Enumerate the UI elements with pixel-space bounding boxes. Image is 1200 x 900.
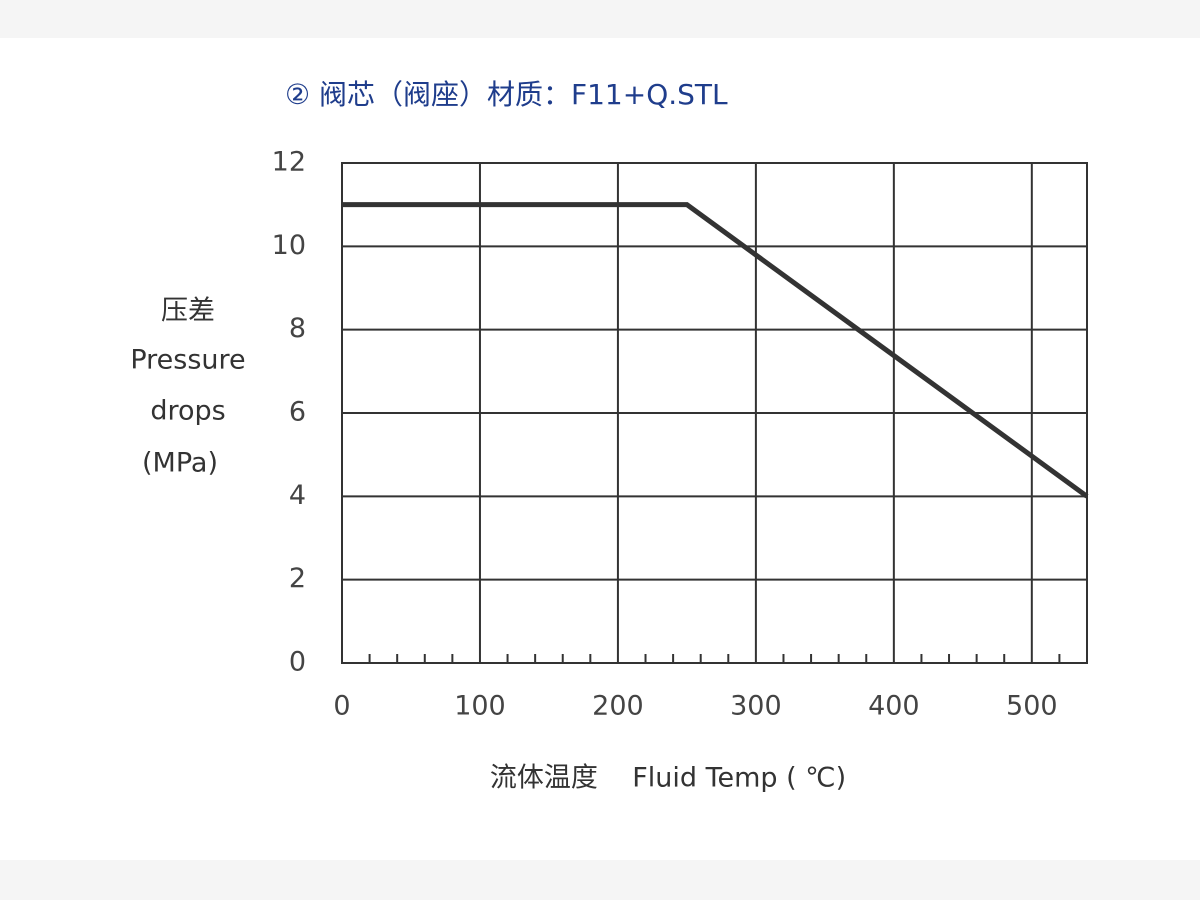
x-tick-label: 100: [454, 691, 506, 722]
x-tick-label: 0: [333, 691, 350, 722]
y-label: 压差: [161, 296, 215, 327]
y-label: Pressure: [130, 345, 245, 376]
x-tick-label: 500: [1006, 691, 1058, 722]
y-label: drops: [150, 396, 225, 427]
y-tick-label: 8: [289, 313, 306, 344]
plot-frame: [341, 162, 1088, 664]
x-label: 流体温度 Fluid Temp ( ℃): [490, 763, 846, 794]
bottom-band: [0, 860, 1200, 900]
x-tick-label: 200: [592, 691, 644, 722]
chart-title: ② 阀芯（阀座）材质：F11+Q.STL: [285, 78, 728, 111]
y-tick-label: 0: [289, 647, 306, 678]
y-tick-label: 6: [289, 397, 306, 428]
y-tick-label: 4: [289, 480, 306, 511]
line: [342, 202, 1089, 499]
y-label: (MPa): [142, 448, 218, 479]
y-tick-label: 2: [289, 563, 306, 594]
top-band: [0, 0, 1200, 38]
y-tick-label: 10: [272, 230, 306, 261]
x-tick-label: 400: [868, 691, 920, 722]
x-tick-label: 300: [730, 691, 782, 722]
y-tick-label: 12: [272, 147, 306, 178]
